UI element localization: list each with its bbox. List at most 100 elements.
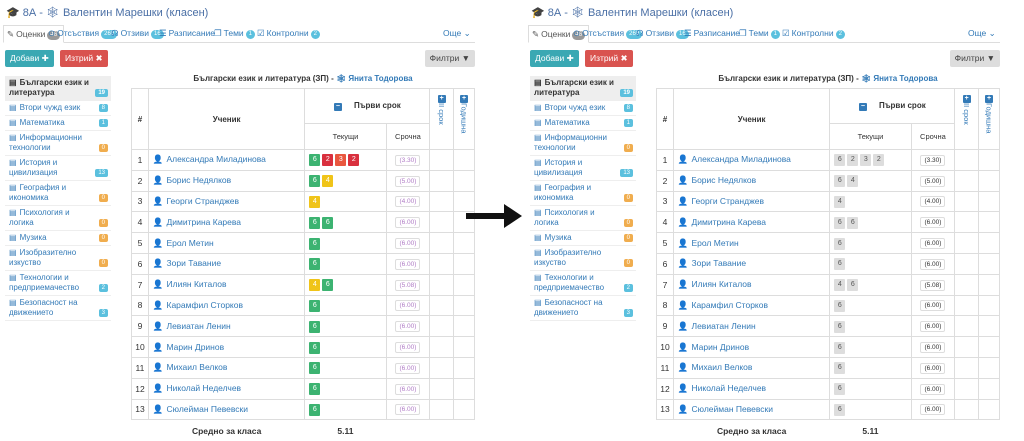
grade-badge[interactable]: 6 (834, 362, 846, 375)
subject-item[interactable]: ▤ Втори чужд език 8 (5, 101, 111, 116)
subject-item[interactable]: ▤ Втори чужд език 8 (530, 101, 636, 116)
student-cell[interactable]: 👤 Карамфил Сторков (147, 294, 306, 317)
term-grade-cell[interactable]: (6.00) (910, 377, 956, 400)
term-grade-cell[interactable]: (6.00) (910, 232, 956, 254)
grade-badge[interactable]: 6 (309, 175, 321, 188)
term-grade-cell[interactable]: (5.00) (385, 169, 431, 192)
term-grade-cell[interactable]: (6.00) (385, 232, 431, 254)
student-cell[interactable]: 👤 Сюлейман Певевски (147, 398, 306, 421)
expand-icon[interactable]: + (985, 95, 994, 103)
grade-badge[interactable]: 6 (309, 383, 321, 396)
student-cell[interactable]: 👤 Димитрина Карева (147, 211, 306, 234)
student-cell[interactable]: 👤 Александра Миладинова (672, 149, 831, 171)
tab-absences[interactable]: ⊙ Отсъствия 269 (573, 25, 643, 43)
expand-icon[interactable]: + (962, 95, 971, 103)
term-grade-cell[interactable]: (6.00) (385, 377, 431, 400)
term-grade-cell[interactable]: (4.00) (910, 190, 956, 213)
grade-badge[interactable]: 6 (834, 237, 846, 250)
expand-icon[interactable]: + (437, 95, 446, 103)
student-cell[interactable]: 👤 Зори Тавание (147, 252, 306, 275)
grade-badge[interactable]: 6 (309, 341, 321, 354)
subject-item[interactable]: ▤ Психология и логика 0 (530, 206, 636, 231)
student-cell[interactable]: 👤 Борис Недялков (672, 169, 831, 192)
subject-item[interactable]: ▤ Математика 1 (530, 116, 636, 131)
term-grade-cell[interactable]: (6.00) (910, 294, 956, 317)
subject-item[interactable]: ▤ Информационни технологии 0 (5, 131, 111, 156)
term-grade-cell[interactable]: (6.00) (910, 315, 956, 338)
grade-badge[interactable]: 6 (309, 362, 321, 375)
grade-badge[interactable]: 4 (309, 195, 321, 208)
term-grade-cell[interactable]: (6.00) (910, 398, 956, 421)
teacher-link[interactable]: 🕸 Янита Тодорова (860, 74, 938, 83)
student-cell[interactable]: 👤 Михаил Велков (672, 356, 831, 379)
grade-badge[interactable]: 3 (860, 154, 872, 167)
subject-item[interactable]: ▤ География и икономика 0 (530, 181, 636, 206)
subject-item[interactable]: ▤ Безопасност на движението 3 (5, 296, 111, 321)
student-cell[interactable]: 👤 Георги Странджев (672, 190, 831, 213)
grade-badge[interactable]: 6 (834, 258, 846, 271)
grade-badge[interactable]: 4 (834, 195, 846, 208)
term-grade-cell[interactable]: (6.00) (910, 252, 956, 275)
delete-button[interactable]: Изтрий ✖ (60, 50, 108, 67)
subject-item[interactable]: ▤ Музика 0 (530, 231, 636, 246)
col-term2[interactable]: + II срок (429, 88, 455, 150)
term-grade-cell[interactable]: (4.00) (385, 190, 431, 213)
grade-badge[interactable]: 6 (834, 383, 846, 396)
grade-badge[interactable]: 6 (322, 279, 334, 292)
student-cell[interactable]: 👤 Александра Миладинова (147, 149, 306, 171)
teacher-link[interactable]: 🕸 Янита Тодорова (335, 74, 413, 83)
subject-item[interactable]: ▤ Изобразително изкуство 0 (5, 246, 111, 271)
filter-button[interactable]: Филтри ▼ (949, 50, 1000, 67)
term-grade-cell[interactable]: (5.08) (385, 273, 431, 296)
col-term1[interactable]: − Първи срок (304, 88, 431, 124)
term-grade-cell[interactable]: (6.00) (910, 336, 956, 358)
col-year[interactable]: + Годишна (978, 88, 1000, 150)
term-grade-cell[interactable]: (6.00) (385, 294, 431, 317)
grade-badge[interactable]: 3 (335, 154, 347, 167)
grade-badge[interactable]: 6 (834, 154, 846, 167)
grade-badge[interactable]: 6 (309, 216, 321, 229)
grade-badge[interactable]: 4 (847, 175, 859, 188)
grade-badge[interactable]: 2 (348, 154, 360, 167)
term-grade-cell[interactable]: (6.00) (385, 252, 431, 275)
grade-badge[interactable]: 6 (847, 216, 859, 229)
grade-badge[interactable]: 6 (309, 403, 321, 416)
delete-button[interactable]: Изтрий ✖ (585, 50, 633, 67)
grade-badge[interactable]: 6 (309, 154, 321, 167)
student-cell[interactable]: 👤 Георги Странджев (147, 190, 306, 213)
add-button[interactable]: Добави ✚ (5, 50, 54, 67)
subject-item[interactable]: ▤ География и икономика 0 (5, 181, 111, 206)
student-cell[interactable]: 👤 Николай Неделчев (672, 377, 831, 400)
grade-badge[interactable]: 4 (309, 279, 321, 292)
student-cell[interactable]: 👤 Марин Дринов (672, 336, 831, 358)
grade-badge[interactable]: 6 (834, 216, 846, 229)
collapse-icon[interactable]: − (858, 103, 867, 111)
tab-more[interactable]: Още ⌄ (968, 25, 996, 43)
grade-badge[interactable]: 4 (834, 279, 846, 292)
tab-schedule[interactable]: ☰ Разписание (159, 25, 215, 43)
student-cell[interactable]: 👤 Борис Недялков (147, 169, 306, 192)
grade-badge[interactable]: 6 (309, 258, 321, 271)
tab-tests[interactable]: ☑ Контролни 2 (782, 25, 845, 43)
term-grade-cell[interactable]: (3.30) (910, 149, 956, 171)
filter-button[interactable]: Филтри ▼ (424, 50, 475, 67)
grade-badge[interactable]: 6 (834, 175, 846, 188)
subject-item[interactable]: ▤ Технологии и предприемачество 2 (5, 271, 111, 296)
student-cell[interactable]: 👤 Димитрина Карева (672, 211, 831, 234)
grade-badge[interactable]: 2 (847, 154, 859, 167)
collapse-icon[interactable]: − (333, 103, 342, 111)
student-cell[interactable]: 👤 Сюлейман Певевски (672, 398, 831, 421)
student-cell[interactable]: 👤 Зори Тавание (672, 252, 831, 275)
grade-badge[interactable]: 6 (309, 320, 321, 333)
grade-badge[interactable]: 6 (834, 320, 846, 333)
student-cell[interactable]: 👤 Левиатан Ленин (147, 315, 306, 338)
term-grade-cell[interactable]: (6.00) (385, 211, 431, 234)
tab-more[interactable]: Още ⌄ (443, 25, 471, 43)
term-grade-cell[interactable]: (6.00) (385, 356, 431, 379)
grade-badge[interactable]: 6 (309, 237, 321, 250)
tab-topics[interactable]: ❐ Теми 1 (214, 25, 256, 43)
grade-badge[interactable]: 4 (322, 175, 334, 188)
subject-item[interactable]: ▤ Безопасност на движението 3 (530, 296, 636, 321)
grade-badge[interactable]: 6 (834, 403, 846, 416)
add-button[interactable]: Добави ✚ (530, 50, 579, 67)
